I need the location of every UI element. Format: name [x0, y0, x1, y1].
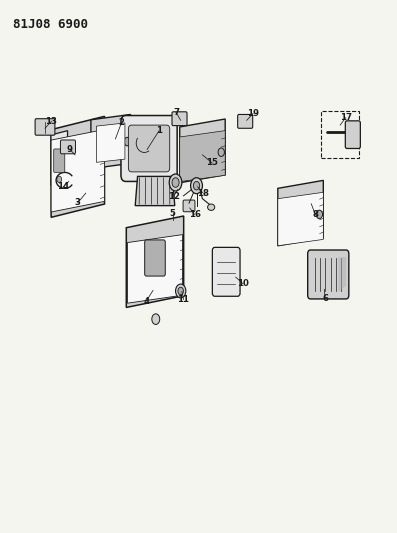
- FancyBboxPatch shape: [35, 119, 55, 135]
- Text: 4: 4: [143, 296, 149, 305]
- FancyBboxPatch shape: [145, 240, 165, 276]
- Circle shape: [57, 176, 62, 183]
- Polygon shape: [91, 115, 131, 168]
- Text: 13: 13: [45, 117, 57, 126]
- Circle shape: [178, 287, 183, 295]
- Text: 5: 5: [170, 209, 176, 218]
- Text: 8: 8: [312, 210, 318, 219]
- Text: 7: 7: [173, 108, 179, 117]
- Polygon shape: [126, 216, 184, 308]
- Polygon shape: [278, 192, 323, 246]
- Circle shape: [218, 148, 224, 157]
- Polygon shape: [51, 116, 104, 217]
- FancyBboxPatch shape: [345, 121, 360, 149]
- Text: 1: 1: [156, 126, 162, 135]
- Circle shape: [169, 174, 182, 191]
- FancyBboxPatch shape: [308, 250, 349, 299]
- FancyBboxPatch shape: [121, 116, 177, 181]
- Ellipse shape: [208, 204, 215, 211]
- Text: 11: 11: [177, 295, 189, 304]
- FancyBboxPatch shape: [60, 140, 75, 154]
- Text: 18: 18: [197, 189, 209, 198]
- FancyBboxPatch shape: [212, 247, 240, 296]
- Text: 14: 14: [57, 182, 69, 191]
- Text: 3: 3: [75, 198, 81, 207]
- FancyBboxPatch shape: [183, 200, 195, 212]
- FancyBboxPatch shape: [128, 125, 170, 172]
- Text: 9: 9: [67, 145, 73, 154]
- Circle shape: [191, 177, 202, 193]
- Text: 12: 12: [168, 192, 179, 201]
- Circle shape: [175, 284, 186, 298]
- FancyBboxPatch shape: [54, 149, 65, 172]
- Polygon shape: [135, 176, 175, 206]
- FancyBboxPatch shape: [238, 115, 253, 128]
- Text: 81J08 6900: 81J08 6900: [13, 18, 88, 31]
- Polygon shape: [51, 131, 67, 185]
- Polygon shape: [180, 131, 225, 182]
- Polygon shape: [127, 235, 183, 303]
- Polygon shape: [338, 257, 346, 292]
- Polygon shape: [51, 130, 104, 212]
- FancyBboxPatch shape: [172, 112, 187, 126]
- Circle shape: [193, 181, 200, 190]
- Text: 10: 10: [237, 279, 249, 288]
- Text: 19: 19: [247, 109, 259, 118]
- Text: 17: 17: [339, 113, 352, 122]
- Bar: [321, 111, 359, 158]
- Circle shape: [152, 314, 160, 325]
- Text: 15: 15: [206, 158, 218, 167]
- Text: 6: 6: [322, 294, 328, 303]
- Circle shape: [316, 210, 322, 219]
- Polygon shape: [180, 119, 225, 183]
- Text: 2: 2: [118, 118, 124, 127]
- Polygon shape: [278, 180, 323, 246]
- Text: 16: 16: [189, 210, 200, 219]
- Circle shape: [124, 138, 131, 146]
- Circle shape: [172, 177, 179, 187]
- Polygon shape: [96, 123, 125, 163]
